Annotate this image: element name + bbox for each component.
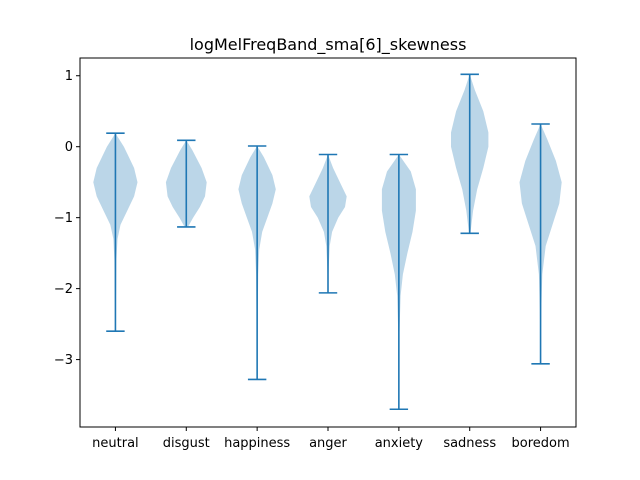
axes: 1 0 −1 −2 −3 neutral disgust happiness anger anxi… <box>54 57 577 451</box>
violin-anxiety <box>381 153 416 411</box>
x-tick-label: anxiety <box>375 436 424 451</box>
x-tick-label: sadness <box>443 436 496 451</box>
chart-title: logMelFreqBand_sma[6]_skewness <box>190 35 467 55</box>
violin-sadness <box>451 73 489 235</box>
y-tick-label: −1 <box>54 211 73 226</box>
y-tick-label: 0 <box>65 140 73 155</box>
violin-neutral <box>93 132 138 333</box>
violin-happiness <box>238 145 276 381</box>
x-tick-label: boredom <box>512 436 570 451</box>
violin-disgust <box>165 139 207 228</box>
plot-area <box>93 73 562 411</box>
y-tick-label: −3 <box>54 353 73 368</box>
x-tick-label: anger <box>309 436 347 451</box>
x-tick-label: disgust <box>163 436 210 451</box>
violin-anger <box>309 153 347 294</box>
violin-boredom <box>519 123 562 365</box>
y-tick-label: −2 <box>54 282 73 297</box>
x-tick-label: happiness <box>224 436 290 451</box>
x-tick-label: neutral <box>92 436 139 451</box>
y-tick-label: 1 <box>65 69 73 84</box>
